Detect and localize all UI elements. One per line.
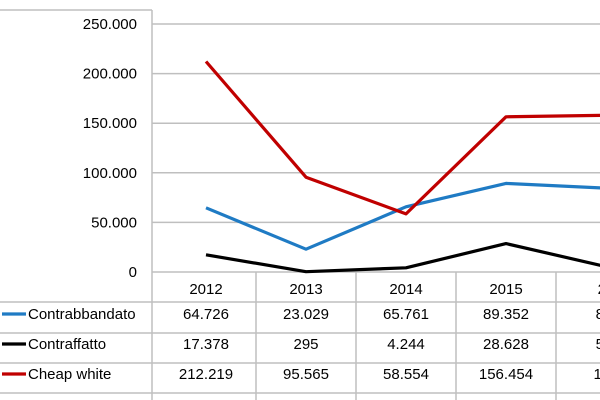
- y-tick-label: 100.000: [83, 165, 137, 182]
- legend-label: Cheap white: [28, 366, 111, 383]
- data-value-label: 64.726: [183, 306, 229, 323]
- x-category-label: 20: [598, 281, 600, 298]
- x-category-label: 2013: [289, 281, 322, 298]
- x-category-label: 2012: [189, 281, 222, 298]
- data-value-label: 156.454: [479, 366, 533, 383]
- y-tick-label: 150.000: [83, 115, 137, 132]
- series-line-contraffatto: [205, 242, 600, 274]
- series-line-contrabbandato: [205, 181, 600, 251]
- y-axis-ticks: 0 50.000 100.000 150.000 200.000 250.000: [83, 16, 137, 281]
- data-value-label: 17.378: [183, 336, 229, 353]
- data-value-label: 212.219: [179, 366, 233, 383]
- legend-label: Contraffatto: [28, 336, 106, 353]
- data-value-label: 84.: [596, 306, 600, 323]
- data-value-label: 23.029: [283, 306, 329, 323]
- y-tick-label: 200.000: [83, 66, 137, 83]
- x-category-label: 2015: [489, 281, 522, 298]
- data-value-label: 65.761: [383, 306, 429, 323]
- series-line-cheap-white: [204, 60, 600, 216]
- y-tick-label: 250.000: [83, 16, 137, 33]
- data-value-label: 4.244: [387, 336, 425, 353]
- data-value-label: 89.352: [483, 306, 529, 323]
- data-value-label: 5.4: [596, 336, 600, 353]
- legend-label: Contrabbandato: [28, 306, 136, 323]
- y-tick-label: 50.000: [91, 214, 137, 231]
- x-category-label: 2014: [389, 281, 422, 298]
- data-table: 2012 2013 2014 2015 20 Contrabbandato 64.726 23…: [2, 281, 600, 383]
- y-tick-label: 0: [129, 264, 137, 281]
- data-value-label: 58.554: [383, 366, 429, 383]
- grid-layer: [0, 9, 600, 400]
- data-value-label: 158: [593, 366, 600, 383]
- data-value-label: 95.565: [283, 366, 329, 383]
- series-lines: [204, 60, 600, 274]
- data-value-label: 28.628: [483, 336, 529, 353]
- data-value-label: 295: [293, 336, 318, 353]
